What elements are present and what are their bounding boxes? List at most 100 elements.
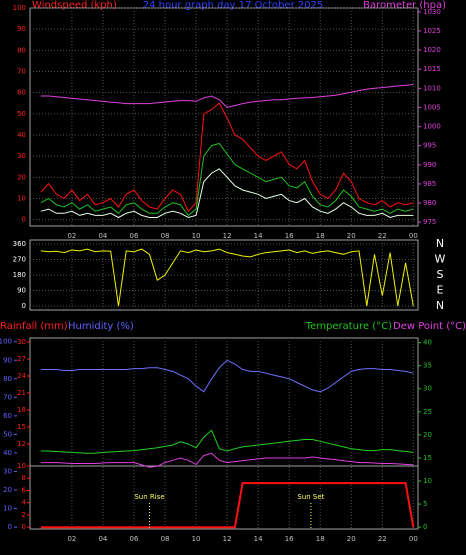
y-tick-label: 270 (13, 255, 26, 263)
y-tick-label: 60 (3, 412, 12, 420)
y-tick-label: 30 (17, 152, 26, 160)
x-tick-label: 16 (285, 232, 294, 240)
x-tick-label: 06 (130, 232, 139, 240)
y-tick-label: 0 (8, 523, 12, 531)
y-tick-label: 80 (3, 375, 12, 383)
series-line (40, 359, 414, 393)
x-tick-label: 04 (98, 535, 107, 543)
x-tick-label: 20 (347, 232, 356, 240)
x-tick-label: 08 (161, 232, 170, 240)
y-tick-label: 0 (22, 216, 26, 224)
dewpoint-label: Dew Point (°C) (393, 321, 466, 332)
temperature-label: Temperature (°C) (305, 321, 392, 332)
y-tick-label: 20 (3, 486, 12, 494)
y-tick-label: 20 (17, 173, 26, 181)
series-line (40, 142, 414, 217)
y-tick-label: 40 (17, 131, 26, 139)
humidity-label: Humidity (%) (68, 321, 134, 332)
y2-tick-label: 0 (423, 523, 427, 531)
annotation-text: Sun Rise (134, 493, 164, 501)
series-line (40, 84, 414, 108)
rain-upper-tick-label: 27 (17, 355, 26, 363)
y2-tick-label: 1010 (423, 84, 441, 92)
y-tick-label: 90 (3, 356, 12, 364)
y2-tick-label: 985 (423, 180, 436, 188)
y2-tick-label: 980 (423, 199, 436, 207)
y-tick-label: 180 (13, 271, 26, 279)
y2-tick-label: 975 (423, 218, 436, 226)
rainfall-label: Rainfall (mm) (0, 321, 68, 332)
x-tick-label: 20 (347, 535, 356, 543)
y2-tick-label: 15 (423, 454, 432, 462)
y-tick-label: 90 (17, 25, 26, 33)
x-tick-label: 08 (161, 535, 170, 543)
series-line (40, 429, 414, 454)
rain-upper-tick-label: 24 (17, 372, 26, 380)
y-tick-label: 100 (0, 338, 12, 346)
x-tick-label: 14 (254, 535, 263, 543)
rain-tick-label: 4 (22, 499, 27, 507)
y-tick-label: 70 (17, 67, 26, 75)
compass-label: S (437, 268, 444, 281)
chart-title: 24 hour graph day 17 October 2025 (143, 0, 324, 11)
x-tick-label: 04 (98, 232, 107, 240)
y-tick-label: 50 (17, 110, 26, 118)
x-tick-label: 10 (192, 535, 201, 543)
rain-upper-tick-label: 15 (17, 423, 26, 431)
y-tick-label: 100 (13, 4, 26, 12)
x-tick-label: 16 (285, 535, 294, 543)
y2-tick-label: 25 (423, 408, 432, 416)
rain-tick-label: 2 (22, 511, 26, 519)
rain-upper-tick-label: 21 (17, 389, 26, 397)
rain-tick-label: 6 (22, 486, 27, 494)
x-tick-label: 02 (67, 232, 76, 240)
series-line (40, 102, 414, 213)
y-tick-label: 10 (17, 194, 26, 202)
series-line (40, 482, 415, 529)
x-tick-label: 22 (378, 535, 387, 543)
y2-tick-label: 1005 (423, 103, 441, 111)
x-tick-label: 00 (409, 232, 418, 240)
y2-tick-label: 1030 (423, 8, 441, 16)
y-tick-label: 80 (17, 46, 26, 54)
y-tick-label: 90 (17, 287, 26, 295)
compass-label: W (435, 252, 446, 265)
y2-tick-label: 1025 (423, 27, 441, 35)
x-tick-label: 18 (316, 232, 325, 240)
y2-tick-label: 1015 (423, 65, 441, 73)
series-line (40, 168, 414, 219)
rain-upper-tick-label: 30 (17, 338, 26, 346)
x-tick-label: 14 (254, 232, 263, 240)
x-tick-label: 18 (316, 535, 325, 543)
rain-tick-label: 8 (22, 474, 26, 482)
x-tick-label: 12 (223, 535, 232, 543)
compass-label: N (436, 299, 444, 312)
rain-frame (29, 465, 419, 530)
y-tick-label: 10 (3, 505, 12, 513)
compass-label: E (437, 284, 444, 297)
y2-tick-label: 990 (423, 161, 436, 169)
rain-upper-tick-label: 12 (17, 440, 26, 448)
compass-label: N (436, 237, 444, 250)
y2-tick-label: 35 (423, 362, 432, 370)
y2-tick-label: 10 (423, 477, 432, 485)
x-tick-label: 10 (192, 232, 201, 240)
x-tick-label: 02 (67, 535, 76, 543)
rain-tick-label: 10 (17, 462, 26, 470)
y2-tick-label: 20 (423, 431, 432, 439)
y2-tick-label: 30 (423, 385, 432, 393)
y2-tick-label: 1000 (423, 123, 441, 131)
y-tick-label: 70 (3, 393, 12, 401)
x-tick-label: 00 (409, 535, 418, 543)
y2-tick-label: 40 (423, 339, 432, 347)
windspeed-label: Windspeed (kph) (32, 0, 117, 11)
y2-tick-label: 5 (423, 500, 427, 508)
y-tick-label: 30 (3, 468, 12, 476)
y-tick-label: 360 (13, 240, 26, 248)
x-tick-label: 22 (378, 232, 387, 240)
x-tick-label: 06 (130, 535, 139, 543)
barometer-label: Barometer (hpa) (363, 0, 446, 11)
series-line (40, 452, 414, 468)
